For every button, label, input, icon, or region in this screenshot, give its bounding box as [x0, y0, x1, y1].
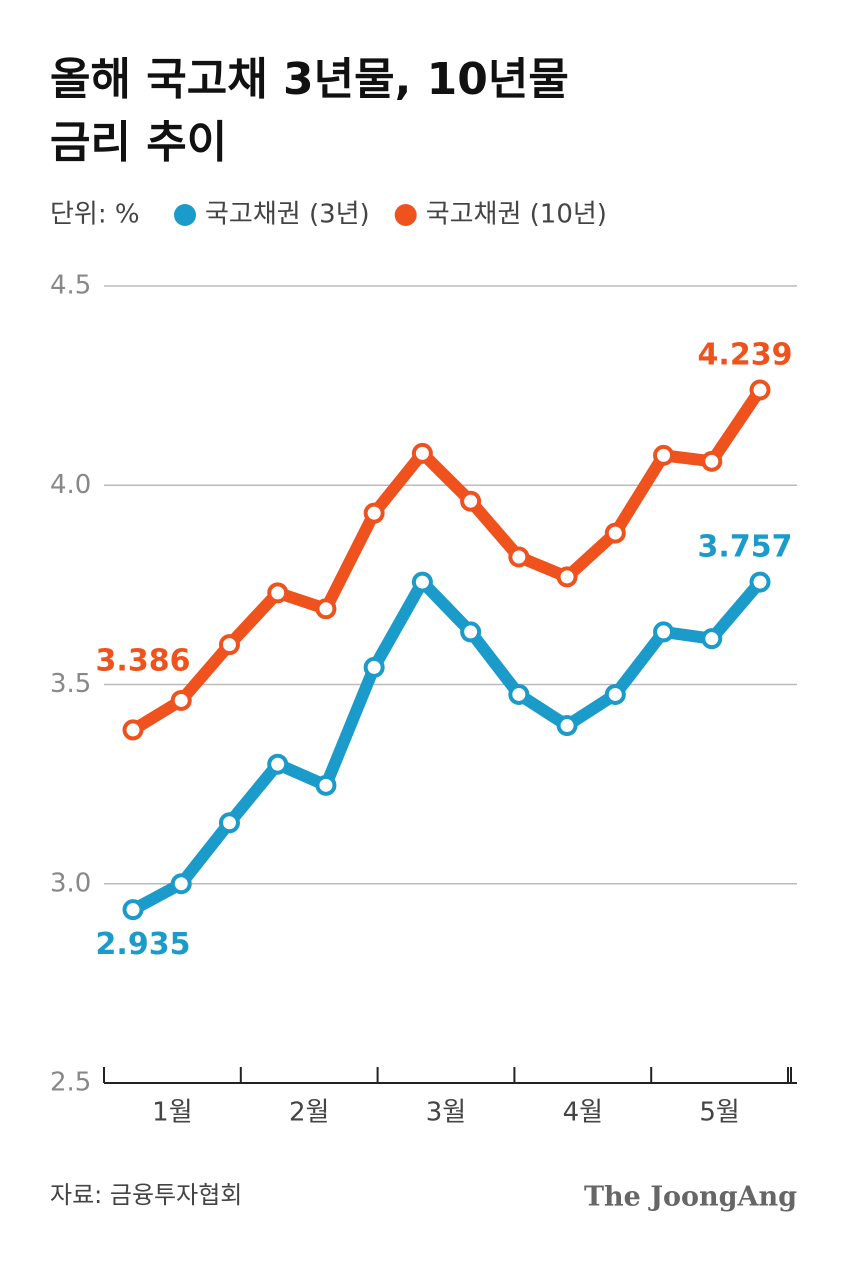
x-tick-label: 1월: [152, 1098, 192, 1128]
data-point: [315, 598, 337, 620]
data-label: 3.757: [698, 530, 793, 565]
chart-title: 올해 국고채 3년물, 10년물: [50, 54, 569, 105]
y-tick-label: 3.0: [50, 868, 91, 898]
data-point: [267, 582, 289, 604]
y-tick-label: 3.5: [50, 669, 91, 699]
legend-label: 국고채권 (3년): [205, 200, 370, 230]
data-label: 3.386: [96, 643, 191, 678]
data-point: [315, 774, 337, 796]
data-point: [170, 873, 192, 895]
data-point: [363, 502, 385, 524]
logo: The JoongAng: [584, 1182, 797, 1213]
data-point: [218, 812, 240, 834]
data-point: [604, 522, 626, 544]
data-point: [508, 546, 530, 568]
data-point: [460, 621, 482, 643]
data-label: 4.239: [698, 338, 793, 373]
unit-label: 단위: %: [50, 200, 140, 230]
data-point: [170, 689, 192, 711]
source: 자료: 금융투자협회: [50, 1181, 242, 1209]
x-tick-label: 4월: [563, 1098, 603, 1128]
y-tick-label: 4.5: [50, 271, 91, 301]
data-point: [749, 379, 771, 401]
data-point: [218, 634, 240, 656]
y-tick-label: 4.0: [50, 470, 91, 500]
data-point: [363, 656, 385, 678]
legend-swatch: [394, 204, 417, 226]
data-point: [701, 628, 723, 650]
data-point: [604, 683, 626, 705]
data-label: 2.935: [96, 927, 191, 962]
x-tick-label: 5월: [699, 1098, 739, 1128]
data-point: [653, 444, 675, 466]
chart-title: 금리 추이: [50, 117, 227, 168]
data-point: [556, 566, 578, 588]
data-point: [749, 571, 771, 593]
legend-label: 국고채권 (10년): [426, 200, 607, 230]
data-point: [701, 450, 723, 472]
data-point: [411, 442, 433, 464]
data-point: [411, 571, 433, 593]
y-tick-label: 2.5: [50, 1068, 91, 1098]
data-point: [460, 490, 482, 512]
data-point: [653, 621, 675, 643]
data-point: [508, 683, 530, 705]
series-line: [129, 386, 765, 736]
data-point: [267, 753, 289, 775]
series-line: [130, 576, 765, 915]
data-point: [556, 715, 578, 737]
legend-swatch: [174, 204, 196, 226]
data-point: [122, 899, 144, 921]
x-tick-label: 3월: [426, 1098, 466, 1128]
x-tick-label: 2월: [289, 1098, 329, 1128]
data-point: [122, 719, 144, 741]
